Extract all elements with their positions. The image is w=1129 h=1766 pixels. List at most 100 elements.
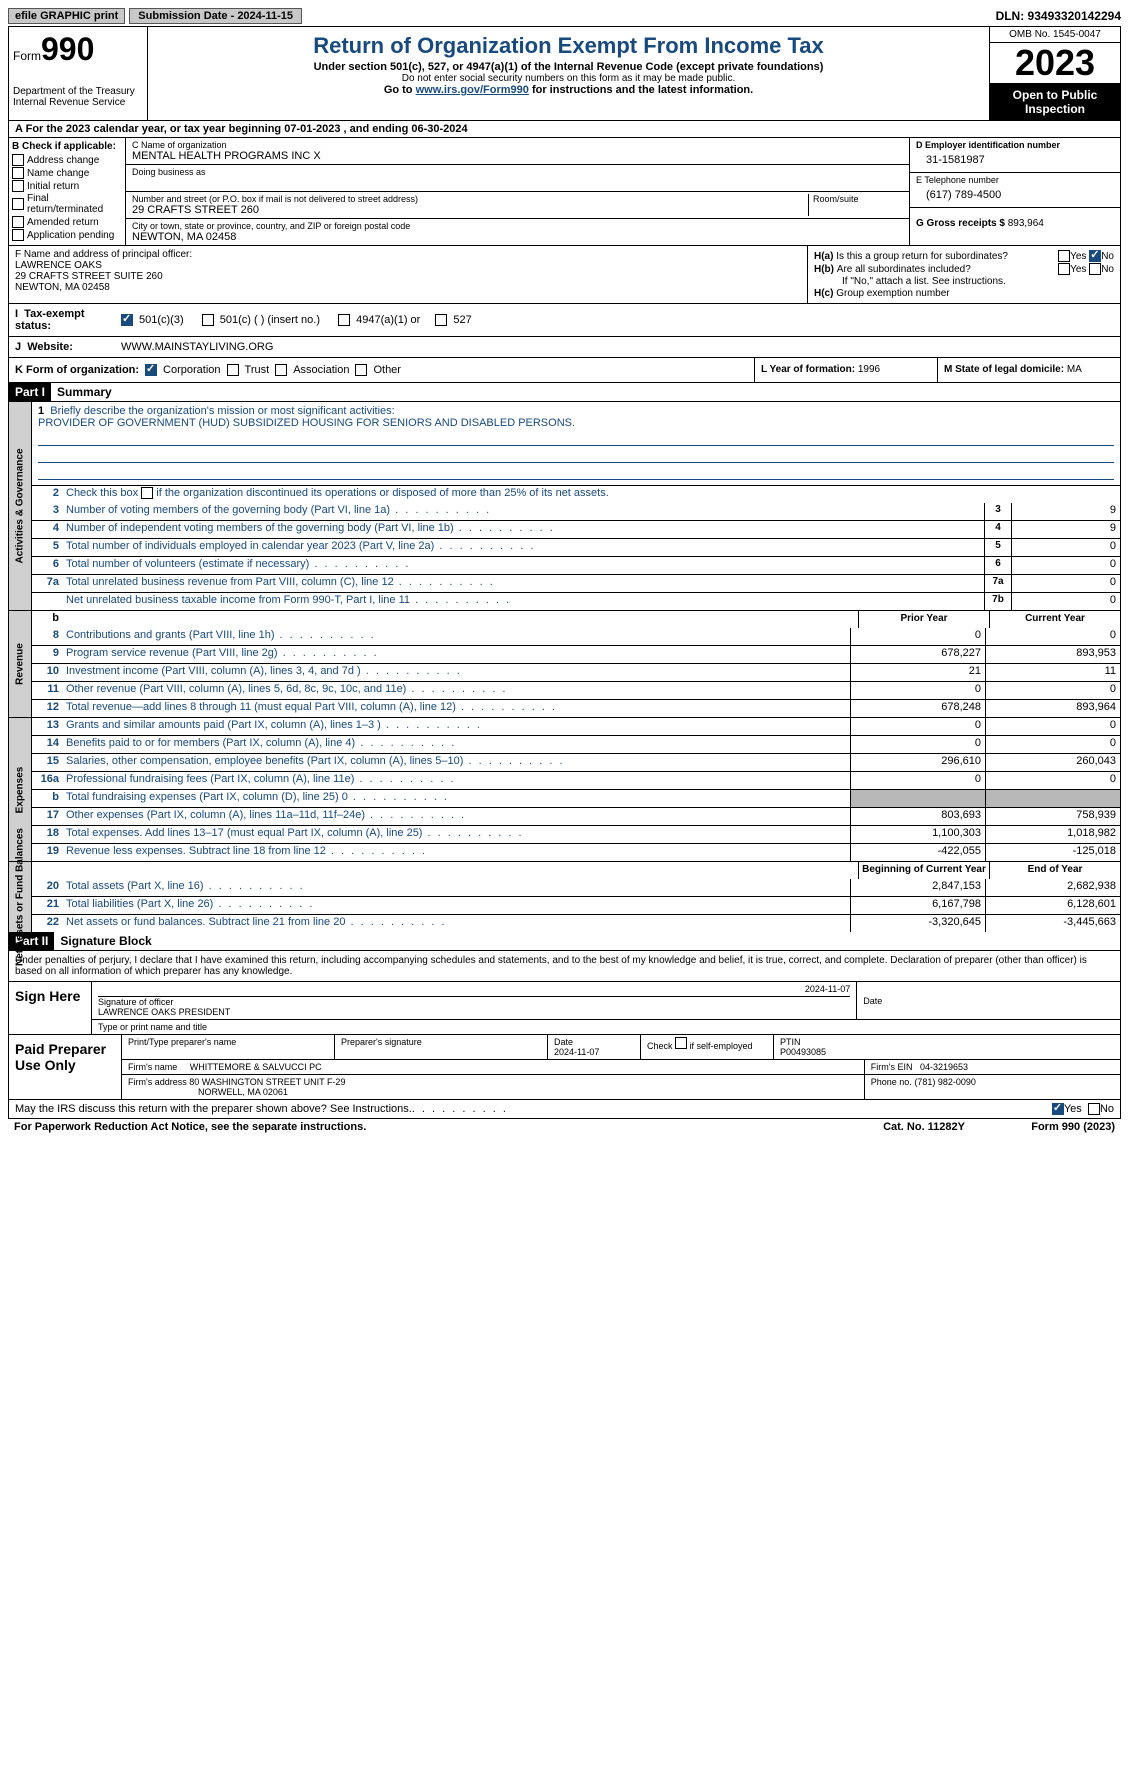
prior-value: 678,248	[850, 700, 985, 717]
501c-checkbox[interactable]	[202, 314, 214, 326]
sign-date-top: 2024-11-07	[805, 984, 850, 994]
dept-treasury: Department of the Treasury	[13, 86, 143, 97]
prior-value: 296,610	[850, 754, 985, 771]
line-text: Salaries, other compensation, employee b…	[62, 754, 850, 771]
ha-label: H(a)	[814, 251, 833, 262]
current-value: 0	[985, 682, 1120, 699]
checkbox[interactable]	[12, 167, 24, 179]
website-label: Website:	[27, 341, 73, 353]
section-f: F Name and address of principal officer:…	[9, 246, 808, 303]
no-label: No	[1101, 251, 1114, 262]
line-num: 22	[32, 915, 62, 932]
line-text: Total unrelated business revenue from Pa…	[62, 575, 984, 592]
prior-value: 21	[850, 664, 985, 681]
hb-question: Are all subordinates included?	[837, 264, 1058, 275]
footer-form-pre: Form	[1031, 1121, 1062, 1133]
line2-checkbox[interactable]	[141, 487, 153, 499]
hb-yes-checkbox[interactable]	[1058, 263, 1070, 275]
form-org-label: K Form of organization:	[15, 364, 139, 376]
line-box: 7b	[984, 593, 1011, 610]
side-netassets: Net Assets or Fund Balances	[9, 862, 32, 932]
summary-row: 13Grants and similar amounts paid (Part …	[32, 718, 1120, 735]
ha-no-checkbox[interactable]	[1089, 250, 1101, 262]
part1-title: Summary	[51, 383, 118, 401]
trust-checkbox[interactable]	[227, 364, 239, 376]
line-num: 16a	[32, 772, 62, 789]
summary-row: 9Program service revenue (Part VIII, lin…	[32, 645, 1120, 663]
prior-value: 0	[850, 628, 985, 645]
yes-label: Yes	[1070, 251, 1086, 262]
assoc-checkbox[interactable]	[275, 364, 287, 376]
checkbox-label: Name change	[27, 168, 89, 179]
hb-no-checkbox[interactable]	[1089, 263, 1101, 275]
assoc-label: Association	[293, 364, 349, 376]
line-value: 0	[1011, 557, 1120, 574]
summary-row: 4Number of independent voting members of…	[32, 520, 1120, 538]
summary-row: 21Total liabilities (Part X, line 26)6,1…	[32, 896, 1120, 914]
ein-value: 31-1581987	[916, 150, 1114, 170]
current-value: 758,939	[985, 808, 1120, 825]
efile-button[interactable]: efile GRAPHIC print	[8, 8, 125, 24]
501c3-checkbox[interactable]	[121, 314, 133, 326]
checkbox[interactable]	[12, 198, 24, 210]
prior-value: 0	[850, 736, 985, 753]
current-value: 893,953	[985, 646, 1120, 663]
checkbox[interactable]	[12, 216, 24, 228]
checkbox[interactable]	[12, 154, 24, 166]
irs-form990-link[interactable]: www.irs.gov/Form990	[416, 84, 529, 96]
part1-header: Part I	[9, 383, 51, 401]
street-label: Number and street (or P.O. box if mail i…	[132, 194, 804, 204]
self-emp-label: Check	[647, 1041, 673, 1051]
line-num: 9	[32, 646, 62, 663]
top-bar: efile GRAPHIC print Submission Date - 20…	[8, 8, 1121, 24]
line-num	[32, 593, 62, 610]
footer-catno: Cat. No. 11282Y	[883, 1121, 965, 1133]
discuss-yes-checkbox[interactable]	[1052, 1103, 1064, 1115]
corp-checkbox[interactable]	[145, 364, 157, 376]
checkbox-item: Application pending	[12, 229, 122, 241]
gross-receipts-label: G Gross receipts $	[916, 218, 1005, 229]
irs-label: Internal Revenue Service	[13, 97, 143, 108]
line-text: Revenue less expenses. Subtract line 18 …	[62, 844, 850, 861]
line-text: Total expenses. Add lines 13–17 (must eq…	[62, 826, 850, 843]
signature-intro: Under penalties of perjury, I declare th…	[9, 951, 1120, 981]
end-year-header: End of Year	[989, 862, 1120, 879]
4947-label: 4947(a)(1) or	[356, 314, 420, 326]
officer-name: LAWRENCE OAKS	[15, 260, 801, 271]
4947-checkbox[interactable]	[338, 314, 350, 326]
firm-ein: 04-3219653	[920, 1062, 968, 1072]
checkbox-label: Initial return	[27, 181, 79, 192]
checkbox[interactable]	[12, 229, 24, 241]
discuss-no-checkbox[interactable]	[1088, 1103, 1100, 1115]
part2-title: Signature Block	[54, 932, 157, 950]
corp-label: Corporation	[163, 364, 220, 376]
firm-addr2: NORWELL, MA 02061	[198, 1087, 288, 1097]
line-value: 9	[1011, 503, 1120, 520]
current-value: 1,018,982	[985, 826, 1120, 843]
other-checkbox[interactable]	[355, 364, 367, 376]
checkbox-label: Address change	[27, 155, 99, 166]
prior-year-header: Prior Year	[858, 611, 989, 628]
line-box: 4	[984, 521, 1011, 538]
prior-value: 0	[850, 682, 985, 699]
527-checkbox[interactable]	[435, 314, 447, 326]
checkbox-item: Amended return	[12, 216, 122, 228]
line-num: 6	[32, 557, 62, 574]
current-year-header: Current Year	[989, 611, 1120, 628]
self-employed-checkbox[interactable]	[675, 1037, 687, 1049]
summary-row: 8Contributions and grants (Part VIII, li…	[32, 628, 1120, 645]
line-num: 18	[32, 826, 62, 843]
ha-yes-checkbox[interactable]	[1058, 250, 1070, 262]
line-num: 17	[32, 808, 62, 825]
prior-value: 0	[850, 718, 985, 735]
year-formation-value: 1996	[858, 364, 880, 375]
checkbox[interactable]	[12, 180, 24, 192]
summary-row: 3Number of voting members of the governi…	[32, 503, 1120, 520]
current-value: 6,128,601	[985, 897, 1120, 914]
checkbox-label: Application pending	[27, 230, 114, 241]
prior-value: 678,227	[850, 646, 985, 663]
501c-label: 501(c) ( ) (insert no.)	[220, 314, 320, 326]
line-num: 20	[32, 879, 62, 896]
prior-value: 0	[850, 772, 985, 789]
current-value: 2,682,938	[985, 879, 1120, 896]
